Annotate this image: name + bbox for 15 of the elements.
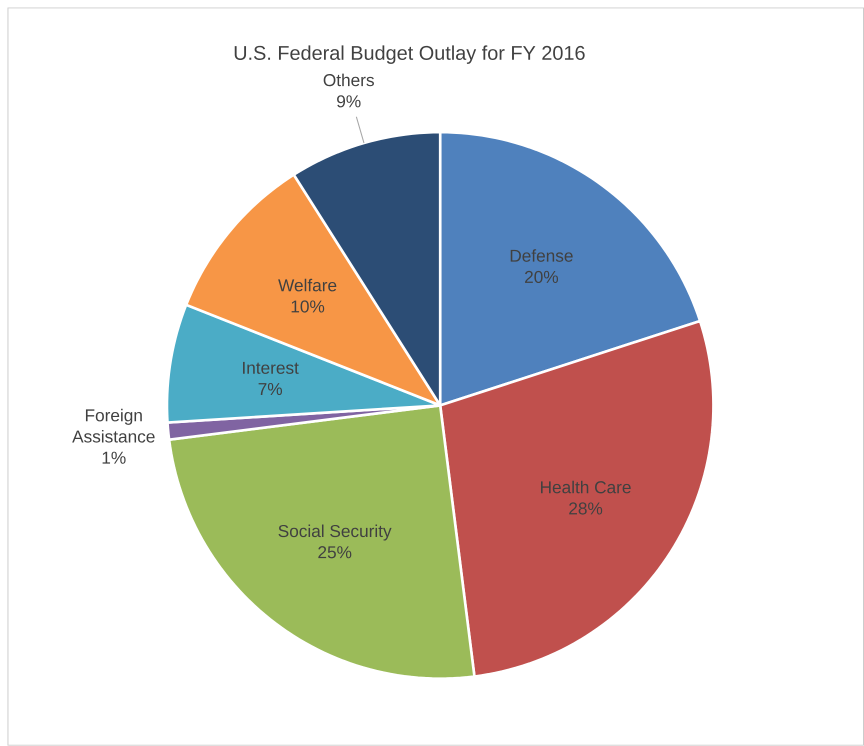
slice-label: Health Care bbox=[541, 480, 631, 494]
chart-title: U.S. Federal Budget Outlay for FY 2016 bbox=[234, 46, 585, 64]
data-label: 10% bbox=[292, 300, 324, 313]
slice-label: Foreign Assistance bbox=[72, 408, 155, 443]
data-label: 20% bbox=[525, 270, 558, 284]
data-label: 7% bbox=[258, 383, 282, 396]
data-label: 9% bbox=[337, 95, 361, 108]
data-label: 28% bbox=[569, 502, 602, 515]
slice-label: Others bbox=[324, 74, 374, 86]
slice-label: Welfare bbox=[278, 278, 336, 292]
data-label: 1% bbox=[102, 452, 126, 464]
slice-label: Defense bbox=[510, 249, 573, 262]
slice-label: Interest bbox=[243, 362, 299, 374]
slice-label: Social Security bbox=[278, 524, 392, 541]
data-label: 25% bbox=[318, 546, 352, 558]
